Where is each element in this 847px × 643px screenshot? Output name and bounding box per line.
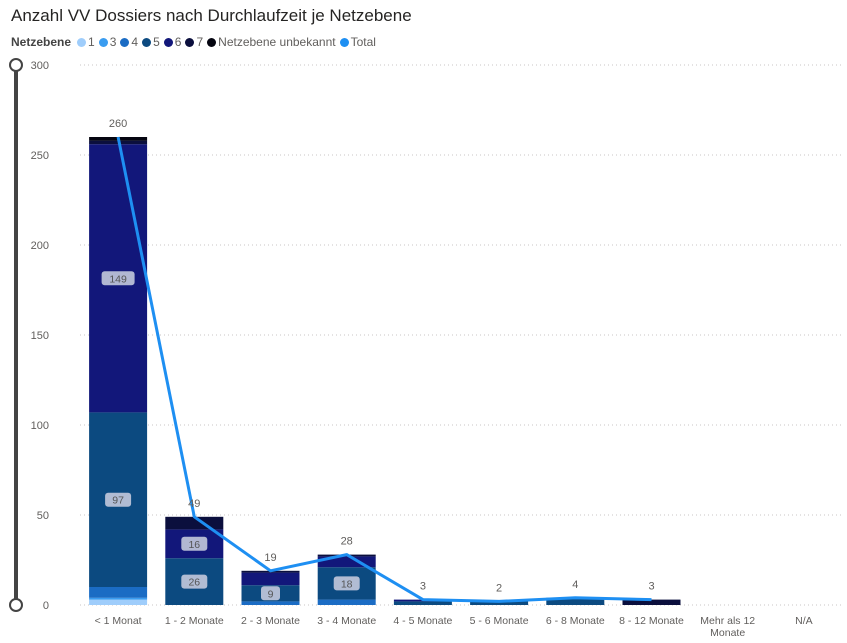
total-data-label: 49	[188, 498, 200, 510]
bar-segment-7[interactable]	[622, 599, 681, 605]
y-tick-label: 150	[31, 330, 49, 342]
data-label-inner: 26	[188, 577, 200, 589]
data-label-box	[101, 271, 135, 286]
bar-segment-1[interactable]	[89, 599, 148, 605]
legend-marker-icon	[142, 37, 152, 47]
data-label-box	[333, 576, 360, 591]
legend-title: Netzebene	[11, 35, 72, 49]
y-tick-label: 100	[31, 420, 49, 432]
legend-label: Netzebene unbekannt	[218, 35, 336, 49]
legend-item[interactable]: 7	[185, 35, 203, 49]
x-tick-label: 2 - 3 Monate	[241, 615, 300, 627]
x-tick-label: N/A	[795, 615, 813, 627]
legend-item[interactable]: 3	[98, 35, 117, 49]
legend-label: 5	[153, 35, 160, 49]
bar-segment-6[interactable]	[317, 556, 376, 568]
legend-item[interactable]: Netzebene unbekannt	[207, 35, 336, 49]
legend-item[interactable]: 1	[77, 35, 95, 49]
data-label-inner: 16	[188, 539, 200, 551]
total-data-label: 3	[420, 581, 426, 593]
legend-marker-icon	[77, 37, 87, 47]
x-tick-label: Mehr als 12 Monate	[700, 615, 755, 639]
legend-marker-icon	[185, 37, 195, 47]
total-data-label: 260	[109, 118, 127, 130]
range-slider-handle-top[interactable]	[9, 58, 23, 72]
data-label-inner: 97	[112, 495, 124, 507]
legend-label: Total	[350, 35, 376, 49]
x-tick-label: 4 - 5 Monate	[393, 615, 452, 627]
y-tick-label: 300	[31, 60, 49, 72]
bar-segment-4[interactable]	[241, 601, 300, 605]
legend-item[interactable]: 4	[120, 35, 138, 49]
legend-label: 6	[174, 35, 182, 49]
legend-label: 1	[88, 35, 95, 49]
total-line[interactable]	[116, 136, 652, 603]
chart-title: Anzahl VV Dossiers nach Durchlaufzeit je…	[11, 6, 412, 25]
legend-marker-icon	[207, 37, 217, 47]
legend-label: 3	[109, 35, 117, 49]
x-tick-label: 5 - 6 Monate	[470, 615, 529, 627]
total-data-label: 2	[496, 582, 502, 594]
total-data-label: 3	[648, 581, 654, 593]
bar-segment-4[interactable]	[89, 587, 148, 598]
legend-item[interactable]: 6	[163, 35, 182, 49]
bar-segment-5[interactable]	[470, 601, 529, 605]
x-tick-label: < 1 Monat	[95, 615, 142, 627]
data-label-inner: 9	[268, 588, 274, 600]
total-data-label: 4	[572, 579, 578, 591]
y-tick-label: 250	[31, 150, 49, 162]
data-label-box	[261, 586, 280, 601]
range-slider-handle-bottom[interactable]	[9, 598, 23, 612]
legend-marker-icon	[339, 37, 349, 47]
data-label-box	[105, 492, 132, 507]
legend: Netzebene 1 3 4 5 6 7 Netzebene unbekannt Total	[11, 35, 380, 49]
x-tick-label: 3 - 4 Monate	[317, 615, 376, 627]
legend-label: 4	[131, 35, 139, 49]
x-tick-label: 6 - 8 Monate	[546, 615, 605, 627]
data-label-box	[181, 536, 208, 551]
total-data-label: 19	[264, 552, 276, 564]
total-data-label: 28	[341, 536, 353, 548]
bar-segment-6[interactable]	[241, 572, 300, 586]
x-tick-label: 1 - 2 Monate	[165, 615, 224, 627]
y-tick-label: 0	[43, 600, 49, 612]
bar-segment-5[interactable]	[546, 597, 605, 605]
legend-marker-icon	[163, 37, 173, 47]
data-label-inner: 149	[109, 273, 127, 285]
legend-marker-icon	[120, 37, 130, 47]
data-label-box	[181, 574, 208, 589]
bar-segment-4[interactable]	[317, 599, 376, 605]
x-tick-label: 8 - 12 Monate	[619, 615, 684, 627]
bar-segment-7[interactable]	[165, 516, 224, 530]
bar-segment-3[interactable]	[89, 597, 148, 600]
data-label-inner: 18	[341, 578, 353, 590]
legend-label: 7	[196, 35, 204, 49]
legend-item[interactable]: Total	[339, 35, 376, 49]
y-tick-label: 200	[31, 240, 49, 252]
legend-item[interactable]: 5	[142, 35, 160, 49]
y-tick-label: 50	[37, 510, 49, 522]
legend-marker-icon	[98, 37, 108, 47]
bar-segment-5[interactable]	[393, 601, 452, 605]
